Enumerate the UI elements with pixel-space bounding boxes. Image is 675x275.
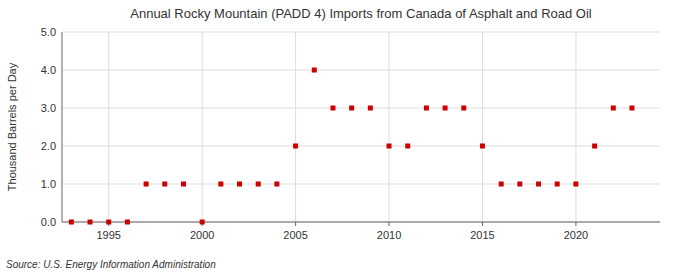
y-tick-label: 3.0 — [41, 102, 56, 114]
x-tick-label: 2005 — [283, 229, 307, 241]
point — [312, 68, 317, 73]
x-tick-label: 2020 — [564, 229, 588, 241]
point — [573, 182, 578, 187]
x-tick-label: 2015 — [470, 229, 494, 241]
point — [349, 106, 354, 111]
point — [368, 106, 373, 111]
point — [181, 182, 186, 187]
y-axis-line — [62, 32, 63, 222]
x-grid-line — [295, 32, 296, 222]
x-tick-label: 1995 — [96, 229, 120, 241]
y-grid-line — [62, 32, 660, 33]
y-grid-line — [62, 184, 660, 185]
x-tick — [575, 222, 576, 226]
point — [517, 182, 522, 187]
y-grid-line — [62, 146, 660, 147]
point — [218, 182, 223, 187]
point — [592, 144, 597, 149]
title: Annual Rocky Mountain (PADD 4) Imports f… — [130, 6, 592, 21]
point — [162, 182, 167, 187]
point — [106, 220, 111, 225]
point — [611, 106, 616, 111]
x-grid-line — [108, 32, 109, 222]
points — [69, 68, 635, 225]
point — [88, 220, 93, 225]
chart: Annual Rocky Mountain (PADD 4) Imports f… — [0, 0, 675, 275]
point — [555, 182, 560, 187]
x-tick — [389, 222, 390, 226]
point — [69, 220, 74, 225]
y-tick-label: 0.0 — [41, 216, 56, 228]
point — [200, 220, 205, 225]
y-tick-label: 4.0 — [41, 64, 56, 76]
point — [293, 144, 298, 149]
point — [387, 144, 392, 149]
point — [424, 106, 429, 111]
x-grid-line — [389, 32, 390, 222]
point — [256, 182, 261, 187]
x-tick — [482, 222, 483, 226]
y-tick-label: 1.0 — [41, 178, 56, 190]
x-axis-line — [62, 222, 660, 223]
point — [125, 220, 130, 225]
x-grid-line — [202, 32, 203, 222]
point — [461, 106, 466, 111]
x-tick-label: 2010 — [377, 229, 401, 241]
x-grid-line — [575, 32, 576, 222]
point — [536, 182, 541, 187]
point — [144, 182, 149, 187]
y-tick-label: 2.0 — [41, 140, 56, 152]
y-grid-line — [62, 222, 660, 223]
point — [480, 144, 485, 149]
y-grid-line — [62, 70, 660, 71]
x-grid-line — [482, 32, 483, 222]
y-axis-label: Thousand Barrels per Day — [6, 62, 18, 191]
x-tick-label: 2000 — [190, 229, 214, 241]
point — [629, 106, 634, 111]
grid — [62, 32, 660, 222]
point — [405, 144, 410, 149]
y-grid-line — [62, 108, 660, 109]
point — [443, 106, 448, 111]
point — [330, 106, 335, 111]
x-tick — [295, 222, 296, 226]
point — [274, 182, 279, 187]
point — [237, 182, 242, 187]
source-note: Source: U.S. Energy Information Administ… — [6, 259, 216, 270]
y-tick-label: 5.0 — [41, 26, 56, 38]
point — [499, 182, 504, 187]
